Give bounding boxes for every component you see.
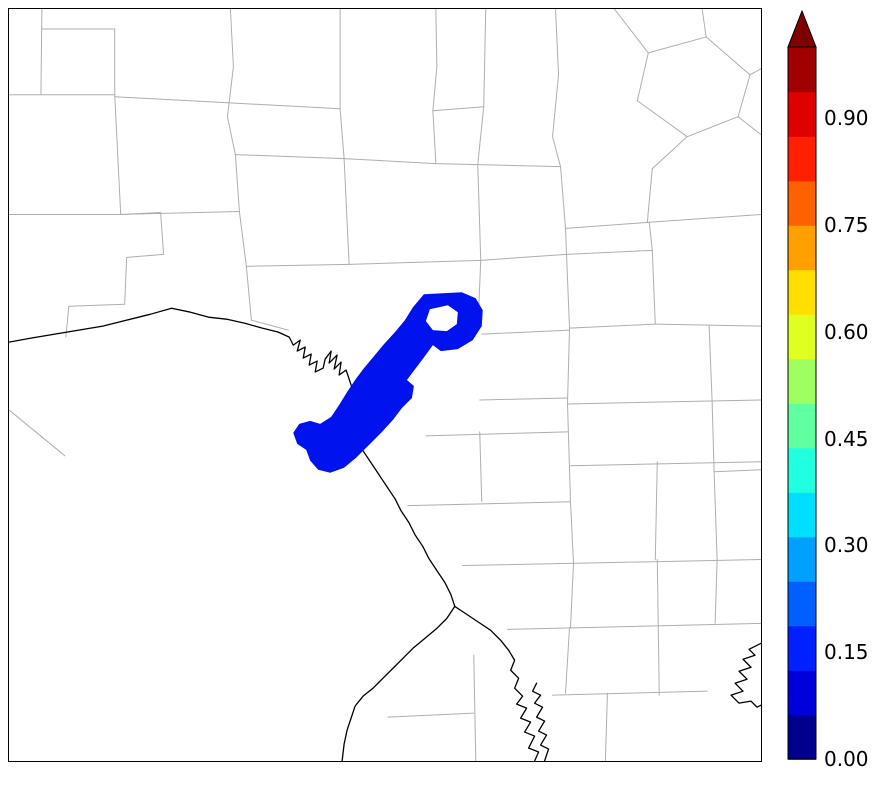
colorbar-tick-label: 0.90 — [824, 106, 869, 131]
colorbar-tick-label: 0.15 — [824, 640, 869, 665]
colorbar-segment — [788, 403, 816, 449]
colorbar-segment — [788, 581, 816, 627]
colorbar-segment — [788, 269, 816, 315]
map-panel — [8, 8, 762, 762]
colorbar-segment — [788, 625, 816, 671]
probability-region — [293, 292, 483, 473]
colorbar-tick-label: 0.60 — [824, 319, 869, 344]
colorbar-segment — [788, 358, 816, 404]
colorbar-labels: 0.00 0.15 0.30 0.45 0.60 0.75 0.90 — [824, 0, 877, 785]
colorbar-tick-label: 0.30 — [824, 533, 869, 558]
colorbar-tick-label: 0.75 — [824, 213, 869, 237]
river-boundary — [9, 307, 456, 608]
colorbar-frame — [787, 46, 817, 760]
colorbar-tick-label: 0.00 — [824, 747, 869, 771]
colorbar — [787, 9, 817, 762]
colorbar-over-arrow — [787, 9, 817, 48]
colorbar-segment — [788, 714, 816, 760]
colorbar-scale — [787, 9, 817, 760]
river-fork-south — [341, 605, 456, 761]
colorbar-segment — [788, 180, 816, 226]
colorbar-segment — [788, 47, 816, 93]
colorbar-segment — [788, 91, 816, 137]
right-edge-inlet — [730, 642, 761, 708]
colorbar-tick-label: 0.45 — [824, 426, 869, 451]
colorbar-segment — [788, 225, 816, 271]
colorbar-segment — [788, 314, 816, 360]
colorbar-segment — [788, 492, 816, 538]
bay-inlet — [531, 682, 550, 761]
state-and-water-boundaries — [9, 307, 761, 761]
county-boundaries — [9, 9, 761, 761]
colorbar-segment — [788, 447, 816, 493]
colorbar-segment — [788, 136, 816, 182]
colorbar-segment — [788, 536, 816, 582]
colorbar-segment — [788, 670, 816, 716]
coastline — [454, 605, 540, 761]
map-canvas — [9, 9, 761, 761]
